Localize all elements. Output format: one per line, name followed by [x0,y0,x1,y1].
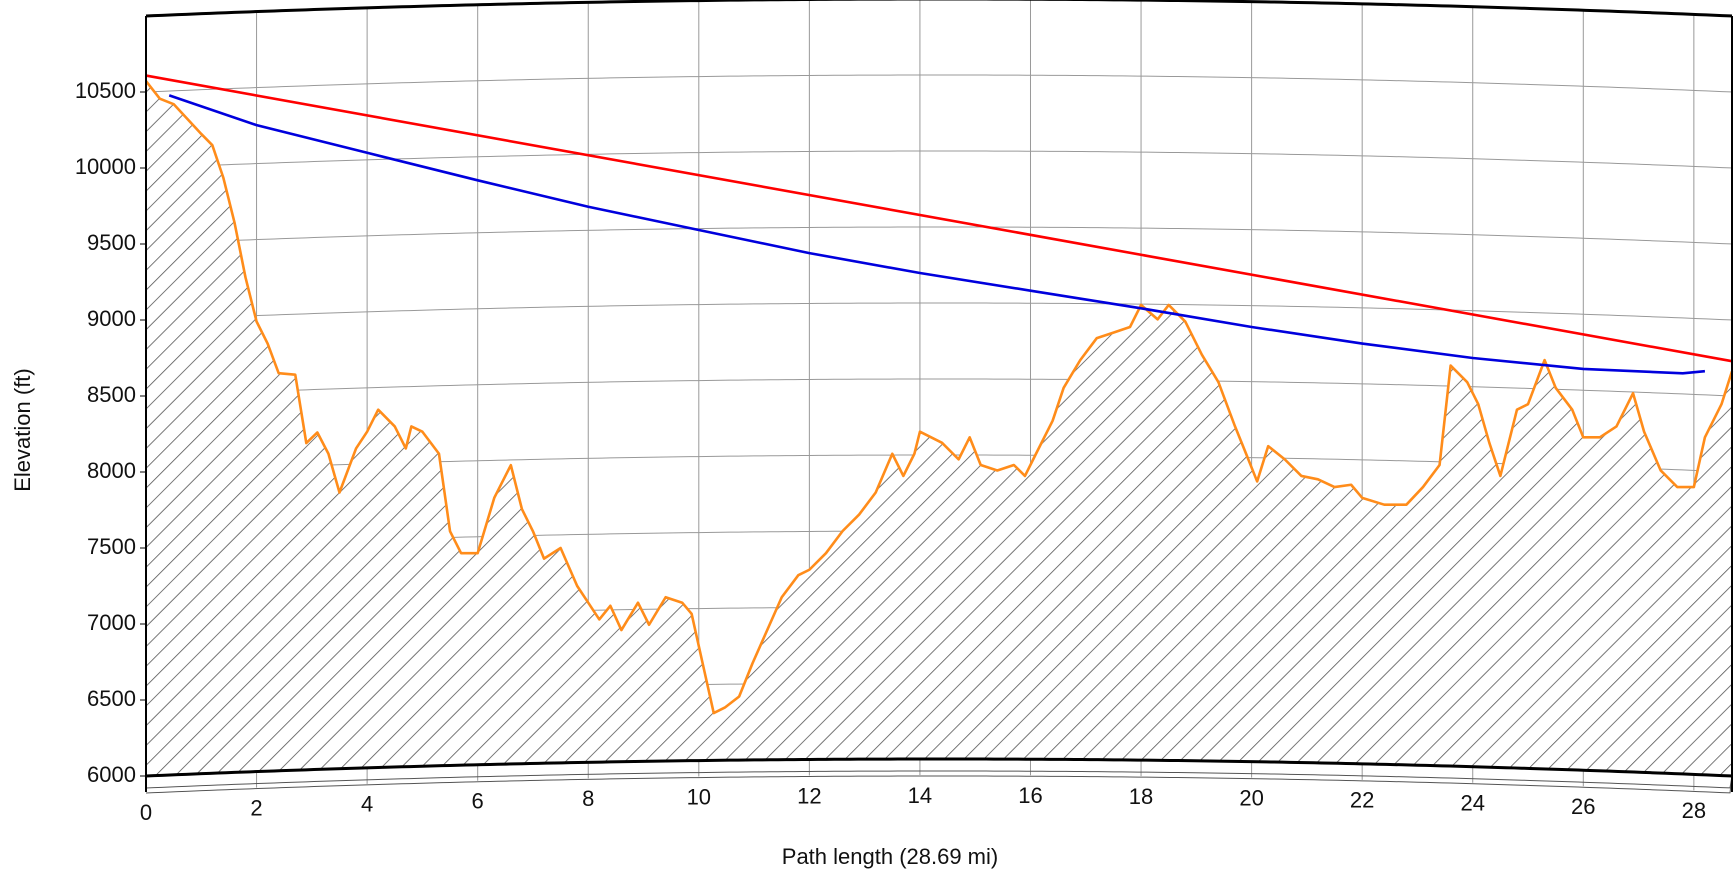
x-tick-label: 26 [1571,794,1595,819]
x-tick-label: 18 [1129,784,1153,809]
profile-line [144,80,1734,715]
x-tick-label: 6 [472,789,484,814]
y-tick-label: 9000 [87,306,136,331]
y-tick-label: 10500 [75,78,136,103]
x-tick-label: 22 [1350,788,1374,813]
grid-line [145,150,1733,169]
y-tick-label: 7500 [87,534,136,559]
x-tick-label: 0 [140,800,152,825]
y-tick-label: 8500 [87,382,136,407]
x-tick-label: 16 [1018,783,1042,808]
earth-band [145,775,1733,794]
y-tick-label: 6000 [87,762,136,787]
x-tick-label: 14 [908,783,932,808]
grid-line [145,74,1733,93]
x-tick-label: 4 [361,792,373,817]
y-tick-label: 7000 [87,610,136,635]
x-tick-label: 10 [687,784,711,809]
x-tick-label: 2 [250,795,262,820]
x-tick-label: 20 [1239,785,1263,810]
y-tick-label: 6500 [87,686,136,711]
earth-top [145,0,1733,18]
x-axis-label: Path length (28.69 mi) [782,844,998,869]
grid-line [145,226,1733,245]
x-tick-label: 28 [1682,798,1706,823]
x-tick-label: 24 [1460,791,1484,816]
profile-line [145,74,1733,363]
y-tick-label: 8000 [87,458,136,483]
x-tick-label: 12 [797,783,821,808]
earth-bottom [145,757,1733,778]
y-tick-label: 9500 [87,230,136,255]
terrain-area [146,81,1732,776]
y-axis-label: Elevation (ft) [10,368,35,492]
grid-line [145,378,1733,397]
profile-line [168,94,1706,375]
x-tick-label: 8 [582,786,594,811]
y-tick-label: 10000 [75,154,136,179]
earth-band [145,770,1733,789]
